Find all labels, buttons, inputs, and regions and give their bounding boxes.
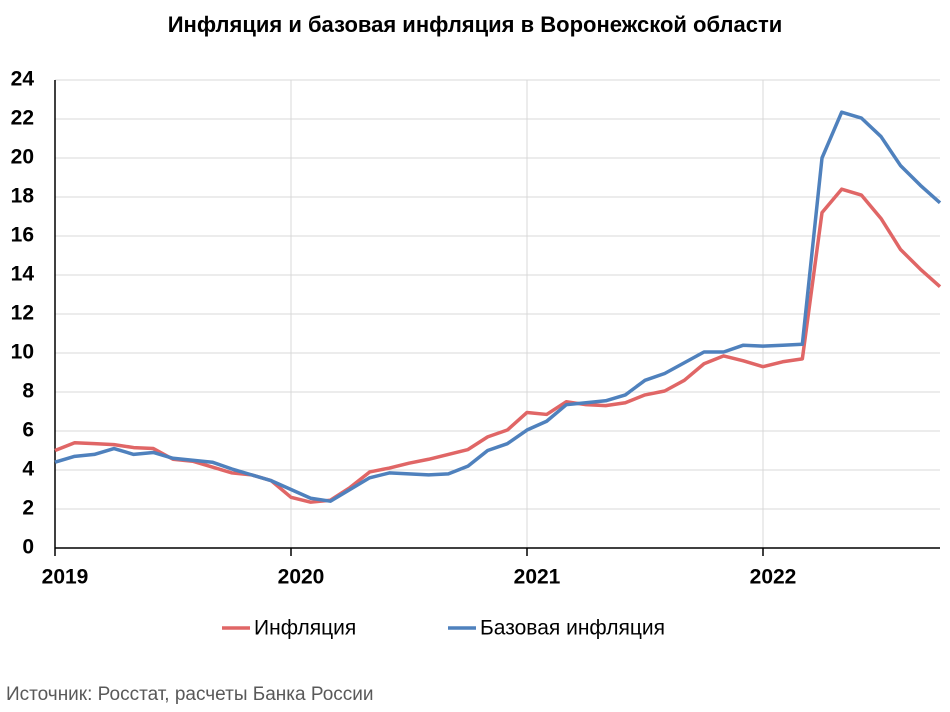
y-tick-label: 6 — [22, 419, 34, 442]
legend-label: Инфляция — [254, 617, 356, 640]
series-line — [54, 187, 942, 504]
x-tick-label: 2022 — [750, 566, 797, 589]
y-tick-label: 22 — [11, 107, 34, 130]
y-tick-label: 4 — [22, 458, 34, 481]
x-tick-label: 2019 — [42, 566, 89, 589]
legend-label: Базовая инфляция — [480, 617, 665, 640]
x-tick-label: 2020 — [278, 566, 325, 589]
chart-title: Инфляция и базовая инфляция в Воронежско… — [168, 12, 783, 37]
source-note: Источник: Росстат, расчеты Банка России — [6, 684, 374, 705]
y-tick-label: 24 — [11, 68, 35, 91]
y-tick-label: 14 — [11, 263, 35, 286]
y-tick-label: 16 — [11, 224, 34, 247]
y-tick-label: 12 — [11, 302, 34, 325]
x-tick-label: 2021 — [514, 566, 561, 589]
series-line — [54, 110, 942, 503]
y-tick-label: 10 — [11, 341, 34, 364]
y-tick-label: 0 — [22, 536, 34, 559]
y-tick-label: 18 — [11, 185, 35, 208]
y-tick-label: 20 — [11, 146, 34, 169]
y-tick-label: 8 — [22, 380, 34, 403]
y-tick-label: 2 — [22, 497, 34, 520]
